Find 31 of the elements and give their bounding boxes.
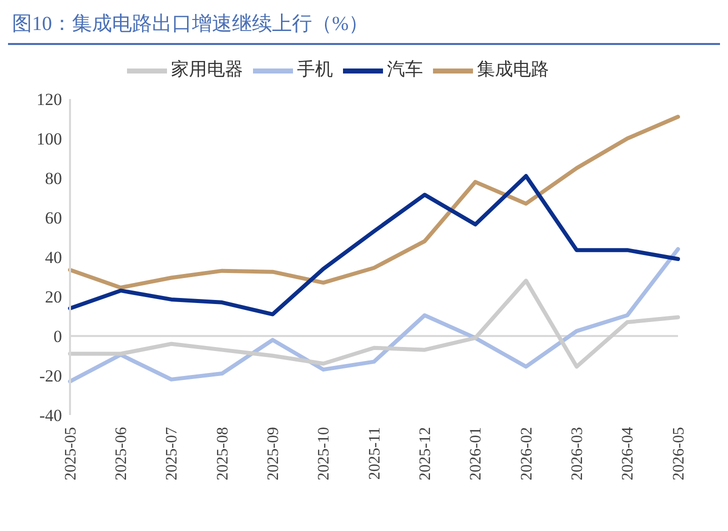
legend-label: 汽车 xyxy=(387,59,423,80)
x-tick-label: 2025-08 xyxy=(214,427,232,480)
x-tick-label: 2025-11 xyxy=(366,427,384,480)
y-tick-label: 0 xyxy=(54,327,62,346)
y-tick-label: 80 xyxy=(45,169,62,188)
x-tick-label: 2026-05 xyxy=(670,427,688,480)
y-tick-label: -20 xyxy=(39,366,62,386)
x-tick-label: 2025-12 xyxy=(417,427,434,480)
y-tick-label: 60 xyxy=(45,208,62,228)
x-tick-label: 2025-06 xyxy=(113,427,130,480)
y-tick-label: -40 xyxy=(39,406,62,426)
x-tick-label: 2026-03 xyxy=(569,427,586,480)
line-series xyxy=(68,174,680,316)
y-tick-label: 100 xyxy=(36,130,62,149)
x-tick-label: 2026-02 xyxy=(518,427,536,480)
line-series xyxy=(68,247,680,384)
y-tick-label: 40 xyxy=(45,248,62,268)
legend-label: 手机 xyxy=(297,59,333,80)
line-series xyxy=(68,114,680,290)
chart-title: 图10：集成电路出口增速继续上行（%） xyxy=(8,8,720,45)
x-tick-label: 2026-01 xyxy=(468,427,485,480)
x-tick-label: 2025-05 xyxy=(62,427,80,480)
line-series xyxy=(68,278,680,369)
x-tick-label: 2025-09 xyxy=(265,427,282,480)
y-tick-label: 120 xyxy=(36,90,62,110)
legend-label: 家用电器 xyxy=(171,59,243,80)
legend-label: 集成电路 xyxy=(477,59,549,80)
x-tick-label: 2026-04 xyxy=(620,427,637,480)
x-tick-label: 2025-07 xyxy=(164,427,181,480)
y-tick-label: 20 xyxy=(45,288,62,307)
x-tick-label: 2025-10 xyxy=(316,427,333,480)
